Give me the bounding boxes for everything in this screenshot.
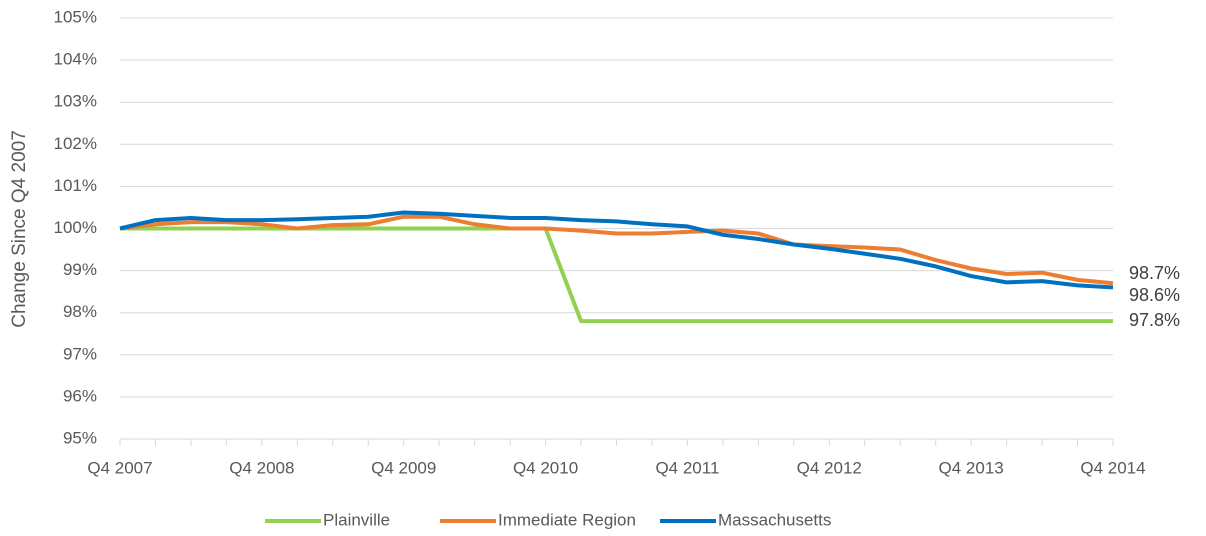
series-line bbox=[119, 214, 1114, 286]
y-tick-label: 100% bbox=[54, 218, 97, 237]
y-tick-label: 103% bbox=[54, 92, 97, 111]
x-tick-label: Q4 2008 bbox=[229, 458, 294, 477]
y-tick-label: 101% bbox=[54, 176, 97, 195]
y-tick-label: 102% bbox=[54, 134, 97, 153]
x-tick-label: Q4 2013 bbox=[939, 458, 1004, 477]
y-tick-label: 98% bbox=[63, 302, 97, 321]
y-tick-label: 105% bbox=[54, 7, 97, 26]
y-axis-title: Change Since Q4 2007 bbox=[9, 130, 30, 328]
y-tick-label: 104% bbox=[54, 50, 97, 69]
legend-label: Immediate Region bbox=[498, 510, 636, 529]
x-tick-label: Q4 2012 bbox=[797, 458, 862, 477]
y-tick-label: 96% bbox=[63, 386, 97, 405]
legend-label: Plainville bbox=[323, 510, 390, 529]
series-line bbox=[119, 210, 1114, 290]
data-label: 98.6% bbox=[1129, 285, 1180, 305]
y-tick-label: 99% bbox=[63, 260, 97, 279]
x-tick-label: Q4 2010 bbox=[513, 458, 578, 477]
data-label: 98.7% bbox=[1129, 263, 1180, 283]
y-tick-label: 97% bbox=[63, 344, 97, 363]
x-tick-label: Q4 2014 bbox=[1080, 458, 1145, 477]
x-tick-label: Q4 2011 bbox=[655, 458, 719, 477]
y-tick-label: 95% bbox=[63, 428, 97, 447]
x-tick-label: Q4 2007 bbox=[87, 458, 152, 477]
data-label: 97.8% bbox=[1129, 310, 1180, 330]
x-tick-label: Q4 2009 bbox=[371, 458, 436, 477]
legend-label: Massachusetts bbox=[718, 510, 831, 529]
